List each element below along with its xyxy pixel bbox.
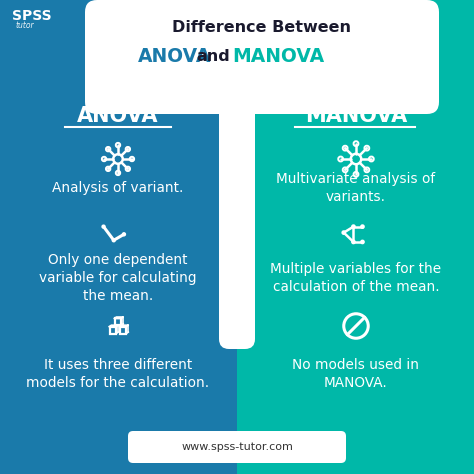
- Text: ANOVA: ANOVA: [138, 46, 212, 65]
- Circle shape: [360, 224, 365, 229]
- FancyBboxPatch shape: [219, 99, 255, 349]
- Text: Difference Between: Difference Between: [173, 19, 352, 35]
- Text: SPSS: SPSS: [12, 9, 52, 23]
- Circle shape: [351, 239, 356, 244]
- Circle shape: [360, 239, 365, 244]
- Text: tutor: tutor: [16, 20, 35, 29]
- FancyBboxPatch shape: [128, 431, 346, 463]
- Text: Multiple variables for the
calculation of the mean.: Multiple variables for the calculation o…: [271, 262, 442, 294]
- Text: MANOVA: MANOVA: [232, 46, 324, 65]
- Text: www.spss-tutor.com: www.spss-tutor.com: [181, 442, 293, 452]
- Text: Analysis of variant.: Analysis of variant.: [52, 181, 184, 195]
- Circle shape: [341, 230, 346, 235]
- Circle shape: [111, 238, 116, 243]
- FancyBboxPatch shape: [85, 0, 439, 114]
- Text: and: and: [196, 48, 230, 64]
- Polygon shape: [237, 0, 474, 474]
- Circle shape: [122, 232, 126, 237]
- Text: Only one dependent
variable for calculating
the mean.: Only one dependent variable for calculat…: [39, 253, 197, 303]
- Text: ANOVA: ANOVA: [77, 106, 159, 126]
- Text: Multivariate analysis of
variants.: Multivariate analysis of variants.: [276, 172, 436, 204]
- Polygon shape: [0, 0, 237, 474]
- Text: MANOVA: MANOVA: [305, 106, 407, 126]
- Circle shape: [101, 225, 106, 229]
- Text: No models used in
MANOVA.: No models used in MANOVA.: [292, 358, 419, 390]
- Text: It uses three different
models for the calculation.: It uses three different models for the c…: [27, 358, 210, 390]
- Circle shape: [351, 224, 356, 229]
